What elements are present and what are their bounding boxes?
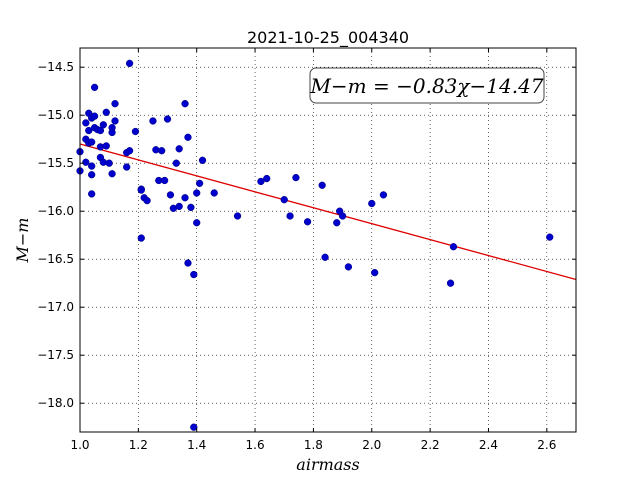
data-point: [321, 253, 329, 261]
data-point: [193, 219, 201, 227]
data-point: [210, 189, 218, 197]
data-point: [449, 243, 458, 251]
data-point: [108, 128, 116, 137]
data-point: [318, 181, 326, 189]
x-tick-label: 2.2: [421, 438, 440, 452]
y-tick-label: −14.5: [37, 60, 74, 74]
data-point: [175, 202, 183, 211]
data-point: [96, 126, 105, 135]
data-point: [88, 162, 96, 170]
data-point: [85, 126, 93, 135]
data-point: [111, 100, 119, 108]
fit-equation: M−m = −0.83χ−14.47: [309, 74, 543, 98]
data-point: [184, 133, 192, 141]
x-tick-label: 1.2: [129, 438, 148, 452]
data-point: [263, 174, 271, 183]
data-point: [338, 212, 347, 220]
data-point: [99, 121, 107, 129]
data-point: [195, 179, 204, 188]
data-point: [172, 159, 180, 167]
fit-line-group: [79, 143, 577, 281]
y-axis-label: M−m: [13, 218, 32, 264]
data-point: [292, 173, 300, 182]
data-point: [193, 189, 201, 197]
data-point: [175, 145, 183, 153]
data-point: [371, 268, 379, 277]
data-point: [102, 142, 110, 150]
x-tick-label: 2.4: [479, 438, 498, 452]
x-axis-label: airmass: [296, 455, 359, 474]
data-point: [181, 194, 189, 202]
data-point: [111, 117, 119, 125]
y-tick-label: −17.5: [37, 348, 74, 362]
x-tick-label: 2.0: [362, 438, 381, 452]
data-point: [198, 156, 207, 164]
data-point: [546, 233, 554, 241]
y-tick-label: −16.5: [37, 252, 74, 266]
data-point: [257, 177, 265, 186]
data-point: [123, 163, 131, 171]
data-point: [286, 212, 294, 220]
fit-line: [79, 143, 577, 281]
data-point: [125, 147, 134, 155]
data-point: [190, 270, 198, 279]
data-point: [160, 176, 169, 185]
data-point: [88, 171, 96, 179]
data-point: [303, 218, 312, 226]
data-point: [446, 279, 455, 287]
data-point: [233, 212, 242, 220]
data-point: [137, 186, 145, 194]
plot-frame: [79, 47, 577, 433]
fit-annotation: M−m = −0.83χ−14.47: [309, 67, 545, 104]
data-point: [333, 219, 341, 227]
data-point: [88, 138, 96, 146]
data-point: [105, 159, 113, 167]
y-tick-label: −16.0: [37, 204, 74, 218]
data-point: [131, 127, 140, 136]
x-tick-label: 1.0: [70, 438, 89, 452]
data-point: [137, 234, 145, 242]
y-tick-label: −18.0: [37, 396, 74, 410]
data-points: [76, 59, 554, 431]
axis-ticks: 1.0 1.2 1.4 1.6 1.8 2.0 2.2 2.4 2.6 −14.5 −15.0 −15…: [37, 48, 576, 452]
data-point: [158, 147, 166, 155]
data-point: [166, 191, 175, 199]
data-point: [90, 83, 99, 92]
x-tick-label: 2.6: [537, 438, 556, 452]
data-point: [163, 115, 172, 123]
y-tick-label: −15.0: [37, 108, 74, 122]
data-point: [90, 112, 99, 120]
data-point: [143, 196, 151, 205]
data-point: [149, 117, 157, 125]
data-point: [108, 170, 116, 178]
y-tick-label: −17.0: [37, 300, 74, 314]
data-point: [82, 158, 90, 166]
x-tick-label: 1.4: [187, 438, 206, 452]
data-point: [125, 59, 134, 68]
data-point: [368, 199, 376, 208]
data-point: [88, 190, 96, 198]
data-point: [82, 119, 90, 127]
data-point: [280, 196, 288, 204]
data-point: [190, 423, 198, 431]
data-point: [379, 191, 388, 199]
x-tick-label: 1.8: [304, 438, 323, 452]
data-point: [344, 263, 353, 271]
x-tick-label: 1.6: [246, 438, 265, 452]
data-point: [181, 100, 189, 108]
fit-annotation-box: [309, 67, 545, 104]
data-point: [184, 259, 192, 267]
data-point: [187, 203, 195, 212]
chart-title: 2021-10-25_004340: [247, 28, 409, 48]
y-tick-label: −15.5: [37, 156, 74, 170]
data-point: [102, 108, 110, 116]
